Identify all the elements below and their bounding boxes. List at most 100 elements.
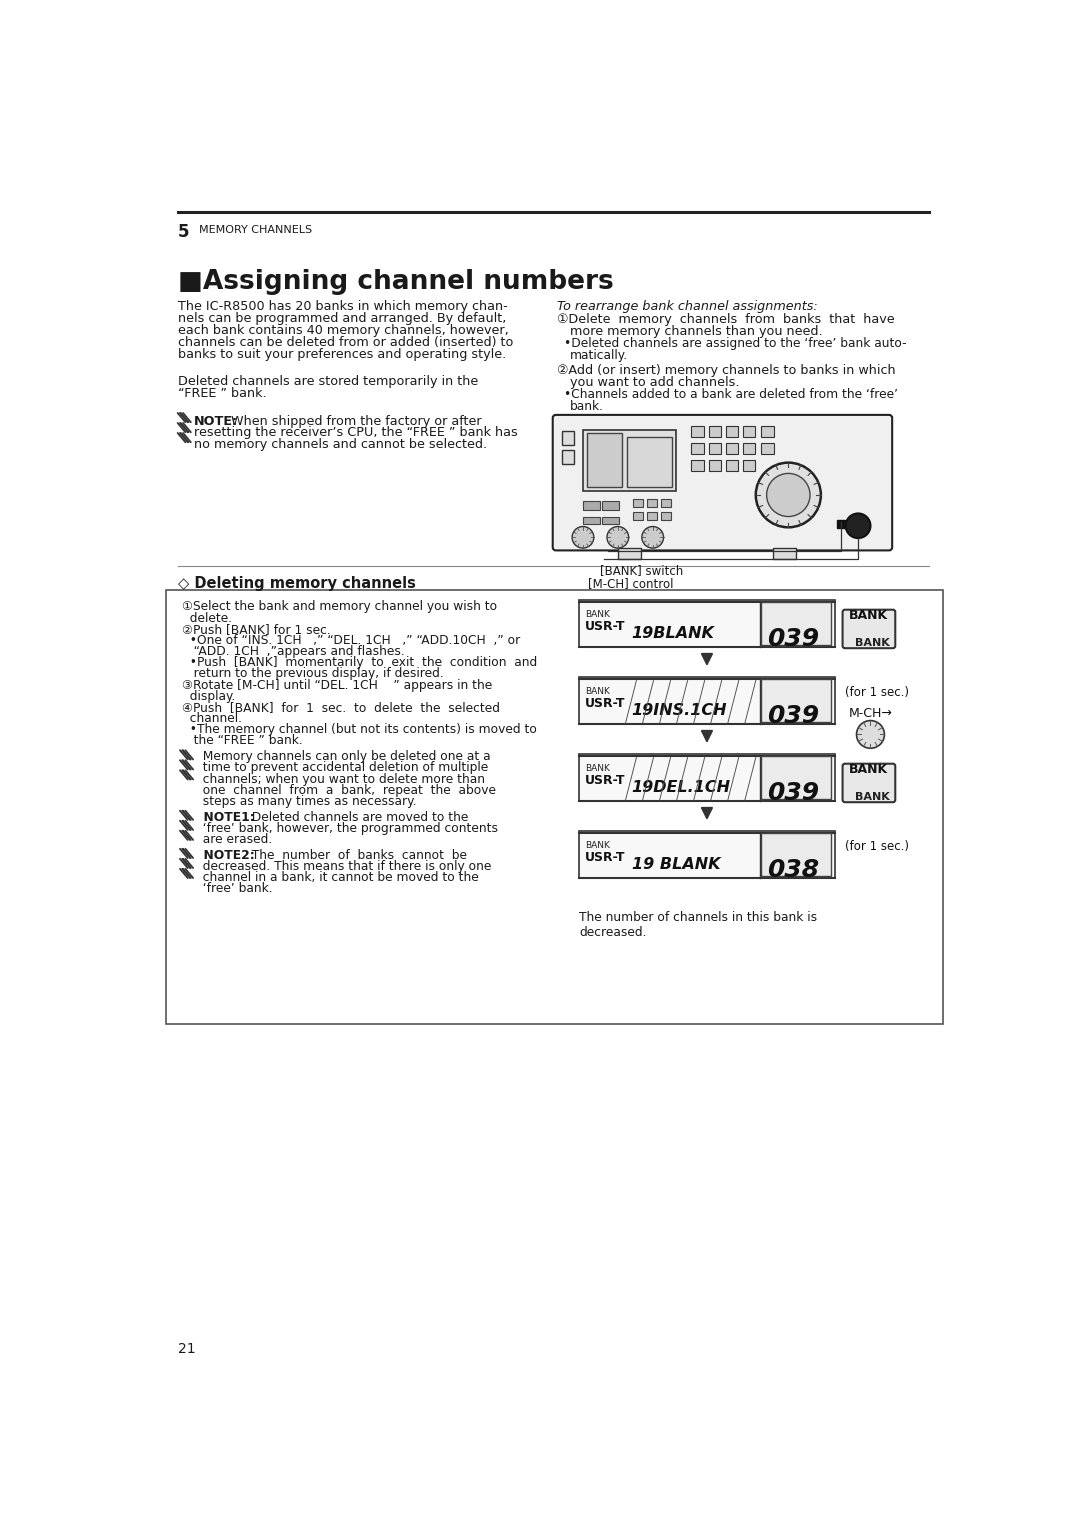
Bar <box>166 589 943 1024</box>
Bar <box>708 426 721 438</box>
Bar <box>562 450 575 464</box>
Text: 5: 5 <box>177 223 189 241</box>
Text: ■Assigning channel numbers: ■Assigning channel numbers <box>177 270 613 296</box>
Text: The number of channels in this bank is
decreased.: The number of channels in this bank is d… <box>579 911 818 938</box>
Text: BANK: BANK <box>585 765 610 774</box>
Bar <box>761 601 831 645</box>
Bar <box>743 443 755 455</box>
Text: 19INS.1CH: 19INS.1CH <box>632 703 727 717</box>
Text: banks to suit your preferences and operating style.: banks to suit your preferences and opera… <box>177 348 505 362</box>
Bar <box>579 830 835 879</box>
Bar <box>691 443 704 455</box>
Bar <box>562 430 575 446</box>
FancyBboxPatch shape <box>842 763 895 803</box>
Text: 038: 038 <box>768 859 820 882</box>
Text: bank.: bank. <box>570 400 604 414</box>
Text: ‘free’ bank, however, the programmed contents: ‘free’ bank, however, the programmed con… <box>195 823 499 835</box>
Bar <box>618 548 642 559</box>
Text: channel in a bank, it cannot be moved to the: channel in a bank, it cannot be moved to… <box>195 871 480 884</box>
Text: you want to add channels.: you want to add channels. <box>570 375 740 389</box>
Text: •One of “INS. 1CH   ,” “DEL. 1CH   ,” “ADD.10CH  ,” or: •One of “INS. 1CH ,” “DEL. 1CH ,” “ADD.1… <box>181 633 519 647</box>
Text: NOTE1:: NOTE1: <box>195 810 255 824</box>
Text: M-CH→: M-CH→ <box>849 708 893 720</box>
Circle shape <box>846 513 870 539</box>
Text: each bank contains 40 memory channels, however,: each bank contains 40 memory channels, h… <box>177 324 509 337</box>
Text: one  channel  from  a  bank,  repeat  the  above: one channel from a bank, repeat the abov… <box>195 784 497 797</box>
Text: To rearrange bank channel assignments:: To rearrange bank channel assignments: <box>557 301 818 313</box>
Bar <box>647 511 657 520</box>
Bar <box>726 459 738 472</box>
Bar <box>837 520 845 528</box>
Text: When shipped from the factory or after: When shipped from the factory or after <box>224 415 482 427</box>
Text: 21: 21 <box>177 1341 195 1357</box>
Text: BANK: BANK <box>855 638 890 649</box>
Text: display.: display. <box>181 690 234 703</box>
Text: 19 BLANK: 19 BLANK <box>632 858 720 871</box>
Text: nels can be programmed and arranged. By default,: nels can be programmed and arranged. By … <box>177 313 507 325</box>
Circle shape <box>607 526 629 548</box>
Text: ③Rotate [M-CH] until “DEL. 1CH    ” appears in the: ③Rotate [M-CH] until “DEL. 1CH ” appears… <box>181 679 491 691</box>
Text: USR-T: USR-T <box>585 852 625 865</box>
Bar <box>579 676 835 725</box>
Bar <box>603 501 619 510</box>
Bar <box>579 600 835 647</box>
Text: channels; when you want to delete more than: channels; when you want to delete more t… <box>195 772 485 786</box>
Circle shape <box>572 526 594 548</box>
FancyBboxPatch shape <box>842 610 895 649</box>
Text: The  number  of  banks  cannot  be: The number of banks cannot be <box>243 848 467 862</box>
Bar <box>761 426 773 438</box>
Text: more memory channels than you need.: more memory channels than you need. <box>570 325 822 339</box>
Text: •Deleted channels are assigned to the ‘free’ bank auto-: •Deleted channels are assigned to the ‘f… <box>564 337 906 349</box>
Text: •Push  [BANK]  momentarily  to  exit  the  condition  and: •Push [BANK] momentarily to exit the con… <box>181 656 537 670</box>
Text: NOTE2:: NOTE2: <box>195 848 255 862</box>
Bar <box>773 548 796 559</box>
Text: Deleted channels are stored temporarily in the: Deleted channels are stored temporarily … <box>177 375 477 388</box>
Bar <box>708 443 721 455</box>
Text: 039: 039 <box>768 781 820 806</box>
Text: ◇ Deleting memory channels: ◇ Deleting memory channels <box>177 575 416 591</box>
Text: channels can be deleted from or added (inserted) to: channels can be deleted from or added (i… <box>177 336 513 349</box>
Text: [BANK] switch: [BANK] switch <box>600 565 684 577</box>
Text: ②Push [BANK] for 1 sec.: ②Push [BANK] for 1 sec. <box>181 623 330 636</box>
Text: 19BLANK: 19BLANK <box>632 626 715 641</box>
Text: USR-T: USR-T <box>585 775 625 787</box>
Text: ①Delete  memory  channels  from  banks  that  have: ①Delete memory channels from banks that … <box>557 313 895 327</box>
Text: decreased. This means that if there is only one: decreased. This means that if there is o… <box>195 861 491 873</box>
Bar <box>761 755 831 800</box>
Circle shape <box>767 473 810 516</box>
Text: ①Select the bank and memory channel you wish to: ①Select the bank and memory channel you … <box>181 600 497 613</box>
Circle shape <box>756 462 821 528</box>
Bar <box>691 426 704 438</box>
Text: resetting the receiver’s CPU, the “FREE ” bank has: resetting the receiver’s CPU, the “FREE … <box>194 426 517 439</box>
Text: USR-T: USR-T <box>585 621 625 633</box>
Text: NOTE:: NOTE: <box>194 415 238 427</box>
Bar <box>691 459 704 472</box>
Bar <box>603 516 619 525</box>
Text: BANK: BANK <box>849 763 888 775</box>
Bar <box>661 499 671 507</box>
Text: [M-CH] control: [M-CH] control <box>589 577 674 589</box>
Text: 039: 039 <box>768 627 820 652</box>
Text: “FREE ” bank.: “FREE ” bank. <box>177 388 267 400</box>
Bar <box>583 429 676 491</box>
Bar <box>579 754 835 801</box>
Text: ②Add (or insert) memory channels to banks in which: ②Add (or insert) memory channels to bank… <box>557 365 896 377</box>
Text: 19DEL.1CH: 19DEL.1CH <box>632 780 731 795</box>
Text: “ADD. 1CH  ,”appears and flashes.: “ADD. 1CH ,”appears and flashes. <box>181 645 404 658</box>
Text: BANK: BANK <box>585 688 610 696</box>
Text: time to prevent accidental deletion of multiple: time to prevent accidental deletion of m… <box>195 761 488 774</box>
Circle shape <box>856 720 885 748</box>
Bar <box>726 443 738 455</box>
Text: the “FREE ” bank.: the “FREE ” bank. <box>181 734 302 748</box>
Text: BANK: BANK <box>585 841 610 850</box>
Text: (for 1 sec.): (for 1 sec.) <box>845 839 909 853</box>
Text: matically.: matically. <box>570 349 627 362</box>
Text: no memory channels and cannot be selected.: no memory channels and cannot be selecte… <box>194 438 487 452</box>
Text: 039: 039 <box>768 705 820 728</box>
Bar <box>761 833 831 876</box>
Bar <box>761 679 831 722</box>
Bar <box>633 499 643 507</box>
Text: ④Push  [BANK]  for  1  sec.  to  delete  the  selected: ④Push [BANK] for 1 sec. to delete the se… <box>181 700 499 714</box>
Text: are erased.: are erased. <box>195 833 272 845</box>
Text: •Channels added to a bank are deleted from the ‘free’: •Channels added to a bank are deleted fr… <box>564 388 897 401</box>
